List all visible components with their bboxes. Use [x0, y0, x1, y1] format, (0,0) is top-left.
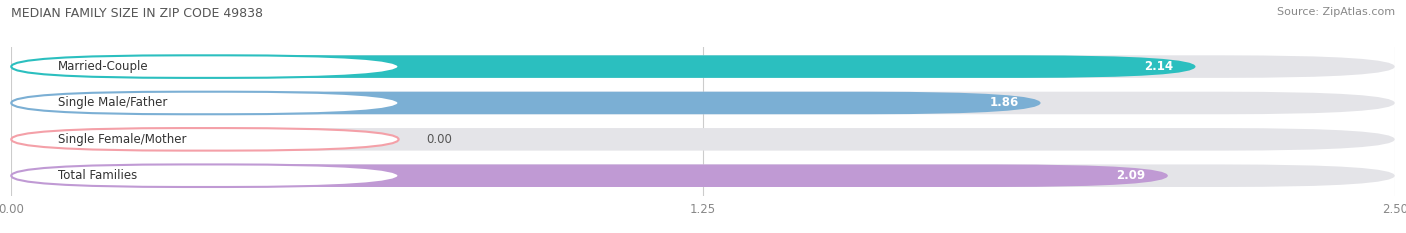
Text: 0.00: 0.00 — [426, 133, 453, 146]
Text: Married-Couple: Married-Couple — [58, 60, 149, 73]
Text: 2.14: 2.14 — [1144, 60, 1174, 73]
Text: 2.09: 2.09 — [1116, 169, 1146, 182]
FancyBboxPatch shape — [11, 164, 1168, 187]
Text: Single Male/Father: Single Male/Father — [58, 96, 167, 110]
FancyBboxPatch shape — [11, 128, 399, 151]
Text: 1.86: 1.86 — [990, 96, 1018, 110]
FancyBboxPatch shape — [11, 92, 399, 114]
FancyBboxPatch shape — [11, 92, 1040, 114]
FancyBboxPatch shape — [11, 164, 1395, 187]
FancyBboxPatch shape — [11, 55, 1195, 78]
Text: Single Female/Mother: Single Female/Mother — [58, 133, 186, 146]
FancyBboxPatch shape — [11, 92, 1395, 114]
FancyBboxPatch shape — [11, 55, 1395, 78]
Text: Total Families: Total Families — [58, 169, 136, 182]
Text: Source: ZipAtlas.com: Source: ZipAtlas.com — [1277, 7, 1395, 17]
FancyBboxPatch shape — [11, 164, 399, 187]
Text: MEDIAN FAMILY SIZE IN ZIP CODE 49838: MEDIAN FAMILY SIZE IN ZIP CODE 49838 — [11, 7, 263, 20]
FancyBboxPatch shape — [11, 128, 1395, 151]
FancyBboxPatch shape — [11, 55, 399, 78]
